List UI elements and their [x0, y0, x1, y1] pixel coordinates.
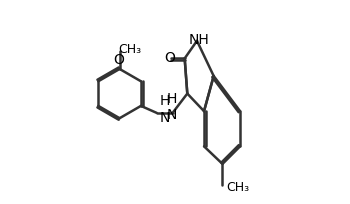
Text: CH₃: CH₃	[226, 180, 249, 193]
Text: O: O	[113, 53, 124, 67]
Text: H
N: H N	[167, 91, 177, 121]
Text: O: O	[164, 50, 175, 64]
Text: NH: NH	[188, 33, 209, 47]
Text: H
N: H N	[160, 94, 170, 124]
Text: CH₃: CH₃	[119, 43, 142, 56]
